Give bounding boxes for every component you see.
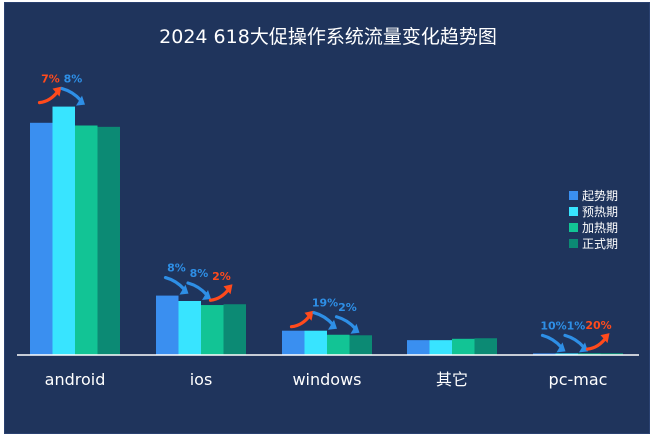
bars-group: [30, 106, 623, 355]
bar-4-0: [533, 353, 556, 355]
trend-arrow: [163, 276, 187, 292]
trend-arrowhead: [579, 342, 588, 353]
change-label: 1%: [567, 319, 586, 332]
change-label: 19%: [312, 297, 338, 310]
chart-title: 2024 618大促操作系统流量变化趋势图: [159, 26, 497, 48]
legend-label: 预热期: [582, 205, 618, 219]
trend-arrow: [37, 89, 61, 105]
trend-arrowhead: [600, 333, 610, 344]
bar-1-0: [156, 295, 179, 355]
legend-swatch: [569, 239, 578, 248]
change-label: 7%: [41, 73, 60, 86]
x-tick-label: pc-mac: [549, 370, 608, 389]
x-tick-label: ios: [190, 370, 213, 389]
trend-arrowhead: [202, 290, 211, 300]
trend-arrowhead: [328, 319, 337, 330]
bar-0-2: [75, 125, 98, 355]
legend-swatch: [569, 223, 578, 232]
x-tick-label: android: [45, 370, 106, 389]
legend-swatch: [569, 191, 578, 200]
trend-arrow: [289, 313, 313, 329]
trend-arrowhead: [223, 284, 233, 295]
trend-arrowhead: [350, 323, 360, 334]
x-tick-label: windows: [292, 370, 361, 389]
trend-arrow: [208, 286, 232, 302]
bar-3-2: [452, 338, 475, 355]
trend-arrowhead: [76, 95, 85, 106]
bar-1-1: [178, 301, 201, 355]
legend-label: 加热期: [582, 221, 618, 235]
trend-arrowhead: [179, 284, 189, 295]
trend-arrowhead: [52, 86, 62, 97]
bar-2-3: [349, 335, 372, 355]
change-label: 8%: [64, 73, 83, 86]
trend-arrow: [540, 333, 564, 349]
x-tick-labels: android ios windows 其它 pc-mac: [45, 370, 608, 389]
bar-4-2: [578, 353, 601, 355]
legend-label: 正式期: [582, 237, 618, 251]
bar-1-3: [223, 304, 246, 355]
trend-arrow: [186, 281, 209, 297]
x-tick-label: 其它: [436, 370, 468, 389]
change-label: 8%: [190, 267, 209, 280]
bar-3-0: [407, 340, 430, 355]
bar-4-1: [555, 353, 578, 355]
bar-2-1: [304, 330, 327, 355]
bar-chart: 2024 618大促操作系统流量变化趋势图 android ios windows 其…: [17, 26, 639, 389]
change-label: 20%: [585, 319, 611, 332]
bar-0-1: [52, 106, 75, 355]
bar-1-2: [201, 305, 224, 355]
legend-swatch: [569, 207, 578, 216]
change-label: 8%: [167, 262, 186, 275]
change-annotations: 7% 8%8% 8% 2%19% 2%10% 1% 20%: [37, 73, 612, 353]
legend-label: 起势期: [582, 189, 618, 203]
change-label: 10%: [540, 319, 566, 332]
trend-arrow: [334, 315, 358, 331]
bar-4-3: [600, 353, 623, 355]
bar-0-0: [30, 122, 53, 355]
bar-3-1: [429, 340, 452, 355]
trend-arrow: [563, 333, 586, 349]
trend-arrow: [60, 87, 83, 103]
trend-arrow: [312, 311, 335, 327]
bar-2-0: [282, 330, 305, 355]
trend-arrow: [585, 335, 609, 351]
bar-2-2: [327, 334, 350, 355]
change-label: 2%: [338, 301, 357, 314]
chart-frame: 2024 618大促操作系统流量变化趋势图 android ios windows 其…: [4, 2, 650, 434]
bar-0-3: [97, 126, 120, 355]
trend-arrowhead: [304, 310, 314, 321]
change-label: 2%: [212, 270, 231, 283]
bar-3-3: [474, 338, 497, 355]
trend-arrowhead: [556, 342, 566, 353]
